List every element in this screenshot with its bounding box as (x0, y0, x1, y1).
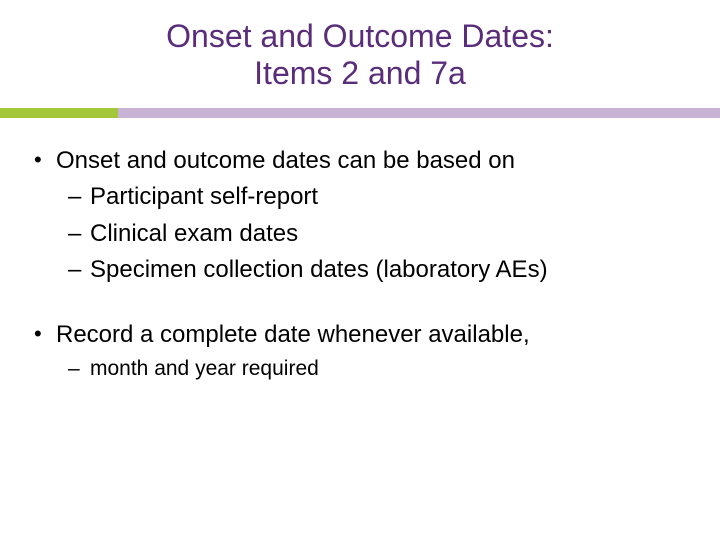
spacer (38, 291, 678, 319)
bullet-1-sub-3: Specimen collection dates (laboratory AE… (38, 254, 678, 286)
bullet-1-sub-2: Clinical exam dates (38, 218, 678, 250)
title-line-1: Onset and Outcome Dates: (0, 18, 720, 55)
accent-green-segment (0, 108, 118, 118)
bullet-2-sub-1: month and year required (38, 355, 678, 383)
slide: Onset and Outcome Dates: Items 2 and 7a … (0, 0, 720, 540)
slide-title: Onset and Outcome Dates: Items 2 and 7a (0, 18, 720, 92)
accent-lavender-segment (118, 108, 720, 118)
accent-bar (0, 108, 720, 118)
body-content: Onset and outcome dates can be based on … (38, 145, 678, 387)
title-line-2: Items 2 and 7a (0, 55, 720, 92)
bullet-2: Record a complete date whenever availabl… (38, 319, 678, 351)
bullet-1-sub-1: Participant self-report (38, 181, 678, 213)
bullet-1: Onset and outcome dates can be based on (38, 145, 678, 177)
